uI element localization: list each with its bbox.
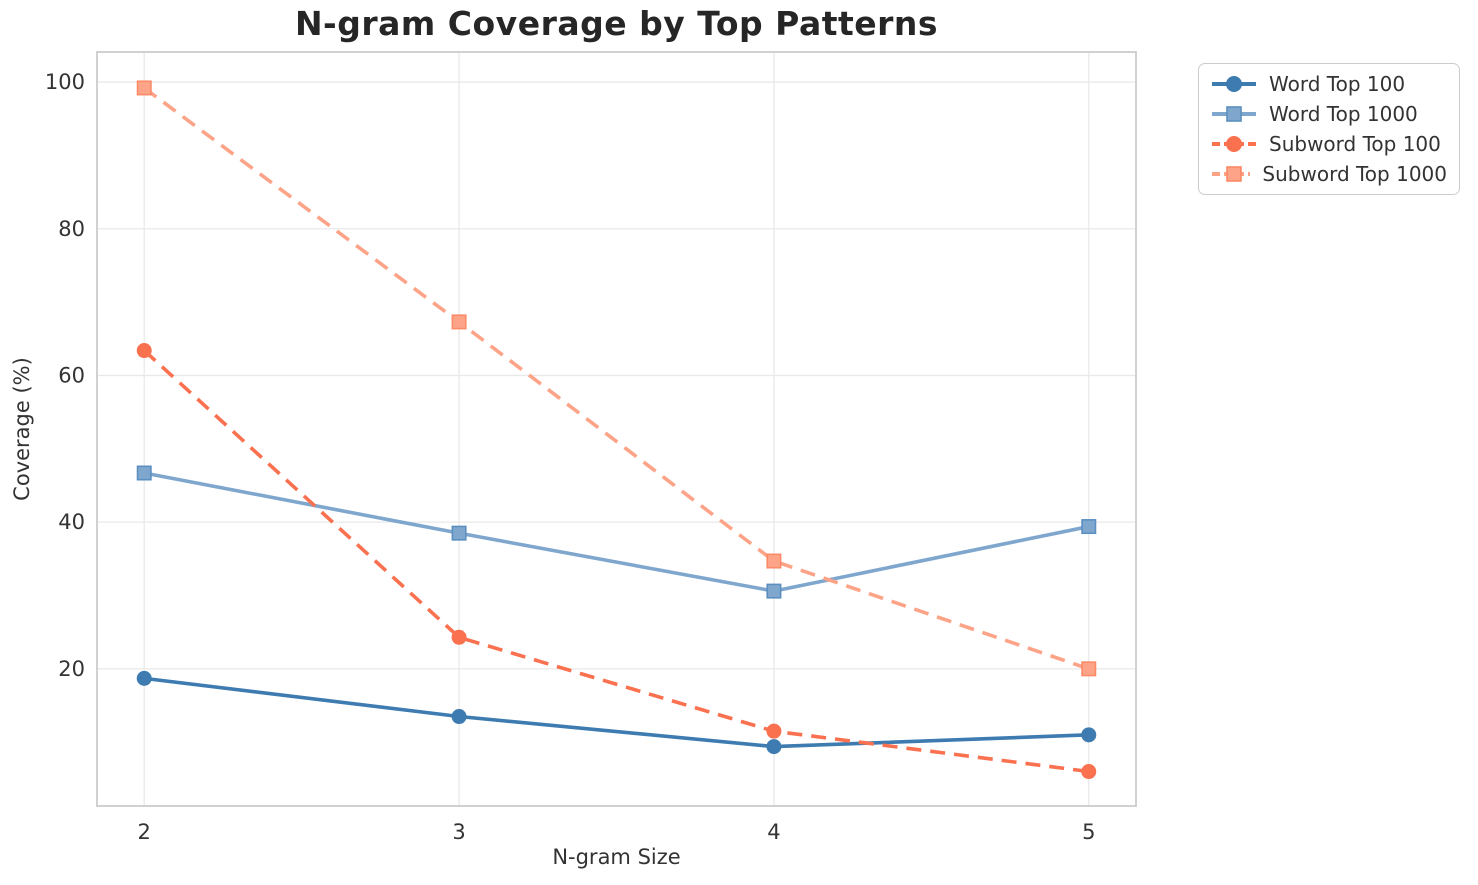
y-tick-label: 20 <box>58 657 85 681</box>
legend-item: Word Top 100 <box>1211 69 1447 99</box>
x-tick-label: 3 <box>452 820 465 844</box>
chart-title: N-gram Coverage by Top Patterns <box>294 4 939 43</box>
legend-label: Subword Top 1000 <box>1262 162 1447 186</box>
legend-item: Word Top 1000 <box>1211 99 1447 129</box>
series-line-subword-top-1000 <box>143 86 1090 671</box>
series-line-subword-top-100 <box>143 349 1090 774</box>
legend-swatch-icon <box>1212 136 1256 152</box>
data-point-subword-top-1000 <box>1081 661 1097 677</box>
data-point-word-top-1000 <box>766 583 782 599</box>
plot-border <box>96 51 1137 807</box>
legend: Word Top 100 Word Top 1000 Subword Top 100… <box>1198 63 1460 195</box>
x-tick-label: 4 <box>767 820 780 844</box>
data-point-word-top-100 <box>766 739 782 755</box>
data-point-word-top-1000 <box>136 465 152 481</box>
legend-label: Word Top 1000 <box>1269 102 1418 126</box>
data-point-word-top-100 <box>136 670 152 686</box>
data-point-subword-top-1000 <box>136 80 152 96</box>
legend-swatch-icon <box>1212 76 1256 92</box>
legend-label: Word Top 100 <box>1269 72 1406 96</box>
data-point-word-top-1000 <box>451 525 467 541</box>
series-line-word-top-100 <box>144 676 1089 749</box>
data-point-subword-top-100 <box>1081 764 1097 780</box>
data-point-word-top-100 <box>451 709 467 725</box>
x-axis-label: N-gram Size <box>552 845 681 869</box>
series-line-word-top-1000 <box>143 471 1090 593</box>
legend-swatch-icon <box>1212 166 1251 182</box>
x-tick-label: 2 <box>138 820 151 844</box>
y-tick-label: 40 <box>58 510 85 534</box>
legend-item: Subword Top 1000 <box>1211 159 1447 189</box>
x-tick-label: 5 <box>1082 820 1095 844</box>
data-point-word-top-1000 <box>1081 519 1097 535</box>
legend-item: Subword Top 100 <box>1211 129 1447 159</box>
data-point-subword-top-100 <box>136 343 152 359</box>
data-point-subword-top-1000 <box>766 553 782 569</box>
data-point-subword-top-100 <box>766 723 782 739</box>
data-point-word-top-100 <box>1081 727 1097 743</box>
data-point-subword-top-100 <box>451 629 467 645</box>
data-point-subword-top-1000 <box>451 314 467 330</box>
y-tick-label: 60 <box>58 363 85 387</box>
y-tick-label: 80 <box>58 217 85 241</box>
legend-label: Subword Top 100 <box>1269 132 1441 156</box>
y-tick-label: 100 <box>45 70 85 94</box>
legend-swatch-icon <box>1212 106 1256 122</box>
